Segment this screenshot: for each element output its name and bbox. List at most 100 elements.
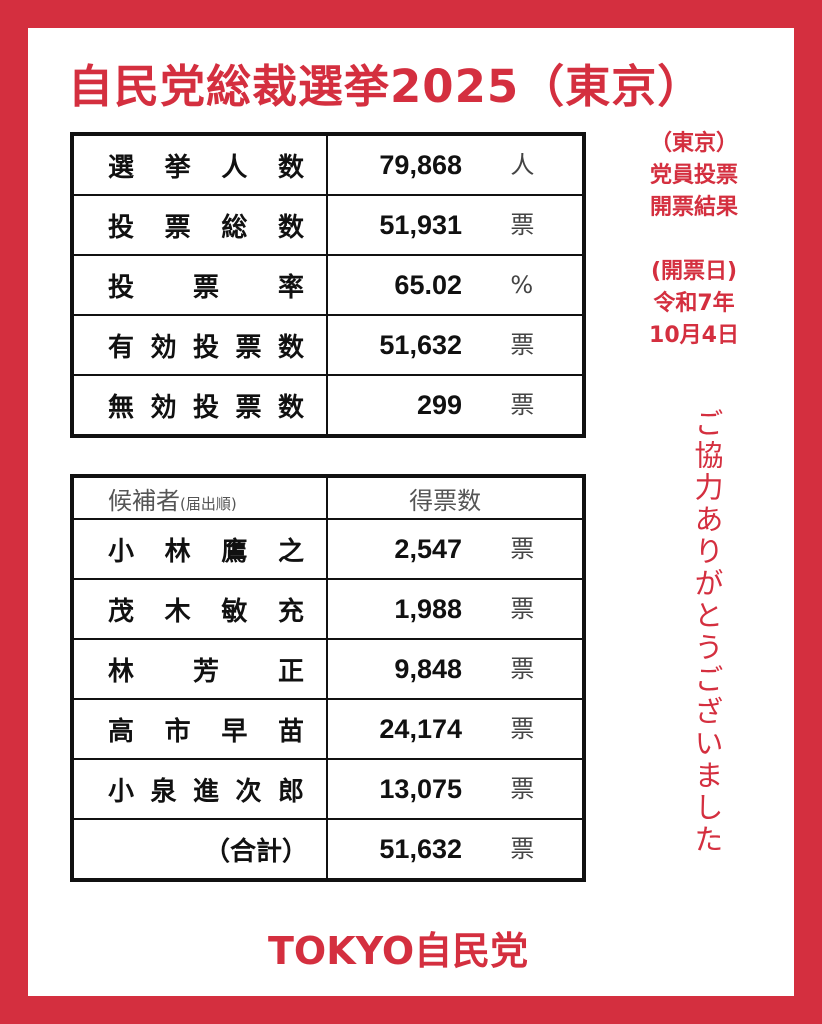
candidate-label-char: 泉 [150, 776, 177, 807]
candidate-row: 高市早苗 24,174 票 [70, 698, 585, 760]
stat-label: 投票総数 [70, 194, 329, 256]
thanks-message: ご協力ありがとうございました [690, 408, 724, 856]
stat-label: 無効投票数 [70, 374, 329, 437]
candidate-label: 小林鷹之 [70, 518, 329, 580]
stat-value-cell: 51,632 票 [326, 314, 585, 376]
stat-value-cell: 51,931 票 [326, 194, 585, 256]
stat-label-char: 挙 [164, 152, 191, 183]
candidate-value-cell: 1,988 票 [326, 578, 585, 640]
stat-label: 有効投票数 [70, 314, 329, 376]
stat-row: 有効投票数 51,632 票 [70, 314, 585, 376]
footer-brand: TOKYO自民党 [268, 929, 529, 973]
stat-value-cell: 79,868 人 [326, 133, 585, 196]
candidate-label: 茂木敏充 [70, 578, 329, 640]
candidate-label-char: 早 [221, 716, 248, 747]
stat-label-char: 数 [277, 392, 304, 423]
stat-label-char: 票 [235, 332, 262, 363]
stat-label-char: 票 [164, 212, 191, 243]
candidate-label-char: 高 [108, 716, 135, 747]
stat-label-char: 票 [235, 392, 262, 423]
candidate-label-char: 鷹 [221, 536, 248, 567]
stat-label-char: 投 [108, 272, 135, 303]
stat-label-char: 効 [150, 332, 177, 363]
candidate-label-char: 茂 [108, 596, 135, 627]
page-title: 自民党総裁選挙2025（東京） [68, 60, 704, 113]
candidates-header-row: 候補者(届出順) 得票数 [70, 475, 585, 520]
side-line-5: 令和7年 [653, 291, 735, 316]
side-line-4: (開票日) [650, 259, 738, 284]
side-caption: （東京） 党員投票 開票結果 (開票日) 令和7年 10月4日 [614, 128, 774, 352]
candidate-label-char: 芳 [192, 656, 219, 687]
stat-label-char: 率 [277, 272, 304, 303]
stat-label-char: 投 [192, 392, 219, 423]
total-unit: 票 [510, 835, 535, 863]
candidate-row: 林 芳 正 9,848 票 [70, 638, 585, 700]
stat-label-char: 総 [221, 212, 248, 243]
total-row: （合計） 51,632 票 [70, 818, 585, 881]
stat-value-cell: 299 票 [326, 374, 585, 437]
total-label: （合計） [70, 818, 329, 881]
candidate-row: 小泉進次郎 13,075 票 [70, 758, 585, 820]
candidate-row: 茂木敏充 1,988 票 [70, 578, 585, 640]
candidate-label-char: 林 [108, 656, 135, 687]
stat-row: 無効投票数 299 票 [70, 374, 585, 437]
candidate-label-char: 正 [277, 656, 304, 687]
candidate-label-char: 次 [235, 776, 262, 807]
stat-value-cell: 65.02% [326, 254, 585, 316]
stat-label-char: 効 [150, 392, 177, 423]
stat-unit: % [510, 271, 534, 299]
candidate-row: 小林鷹之 2,547 票 [70, 518, 585, 580]
stat-value: 51,931 [379, 210, 462, 240]
stat-unit: 票 [510, 391, 535, 419]
stat-value: 299 [416, 390, 462, 420]
stat-unit: 人 [510, 151, 535, 179]
candidate-value-cell: 24,174 票 [326, 698, 585, 760]
candidate-unit: 票 [510, 715, 535, 743]
candidate-value: 24,174 [379, 714, 462, 744]
candidate-label-char: 市 [164, 716, 191, 747]
side-line-3: 開票結果 [649, 195, 738, 220]
candidates-header-votes: 得票数 [326, 475, 585, 520]
stat-value: 65.02 [394, 270, 462, 300]
total-value-cell: 51,632 票 [326, 818, 585, 881]
stat-label: 選挙人数 [70, 133, 329, 196]
stats-table: 選挙人数 79,868 人投票総数 51,931 票投票率 65.02% 有効投票数 51,6… [70, 132, 586, 438]
candidate-label: 高市早苗 [70, 698, 329, 760]
candidate-label-char: 林 [164, 536, 191, 567]
stat-value: 51,632 [379, 330, 462, 360]
stat-label-char: 票 [192, 272, 219, 303]
candidate-label-char: 小 [108, 536, 135, 567]
candidate-label-char: 進 [192, 776, 219, 807]
candidates-header-name: 候補者(届出順) [70, 475, 329, 520]
candidate-unit: 票 [510, 775, 535, 803]
stat-label-char: 数 [277, 332, 304, 363]
stat-unit: 票 [510, 331, 535, 359]
side-line-6: 10月4日 [649, 323, 739, 348]
side-line-2: 党員投票 [649, 163, 738, 188]
candidates-header-name-text: 候補者 [108, 486, 180, 515]
candidate-label-char: 充 [277, 596, 304, 627]
candidate-label-char: 郎 [277, 776, 304, 807]
candidate-label-char: 敏 [221, 596, 248, 627]
stat-row: 投 票 率 65.02% [70, 254, 585, 316]
stat-row: 選挙人数 79,868 人 [70, 133, 585, 196]
candidate-value-cell: 13,075 票 [326, 758, 585, 820]
stat-label-char: 投 [192, 332, 219, 363]
candidate-unit: 票 [510, 655, 535, 683]
stat-label-char: 数 [277, 212, 304, 243]
candidate-value: 1,988 [394, 594, 462, 624]
candidates-header-note: (届出順) [180, 494, 237, 513]
result-card: 自民党総裁選挙2025（東京） 選挙人数 79,868 人投票総数 51,931 票投票… [28, 28, 794, 996]
stat-label-char: 選 [108, 152, 135, 183]
candidate-label-char: 小 [108, 776, 135, 807]
candidate-value: 13,075 [379, 774, 462, 804]
candidate-label: 小泉進次郎 [70, 758, 329, 820]
stat-label-char: 投 [108, 212, 135, 243]
candidate-value: 9,848 [394, 654, 462, 684]
candidate-label: 林芳正 [70, 638, 329, 700]
stat-label: 投票率 [70, 254, 329, 316]
candidate-unit: 票 [510, 535, 535, 563]
candidate-value-cell: 9,848 票 [326, 638, 585, 700]
side-line-1: （東京） [649, 131, 738, 156]
candidate-value: 2,547 [394, 534, 462, 564]
